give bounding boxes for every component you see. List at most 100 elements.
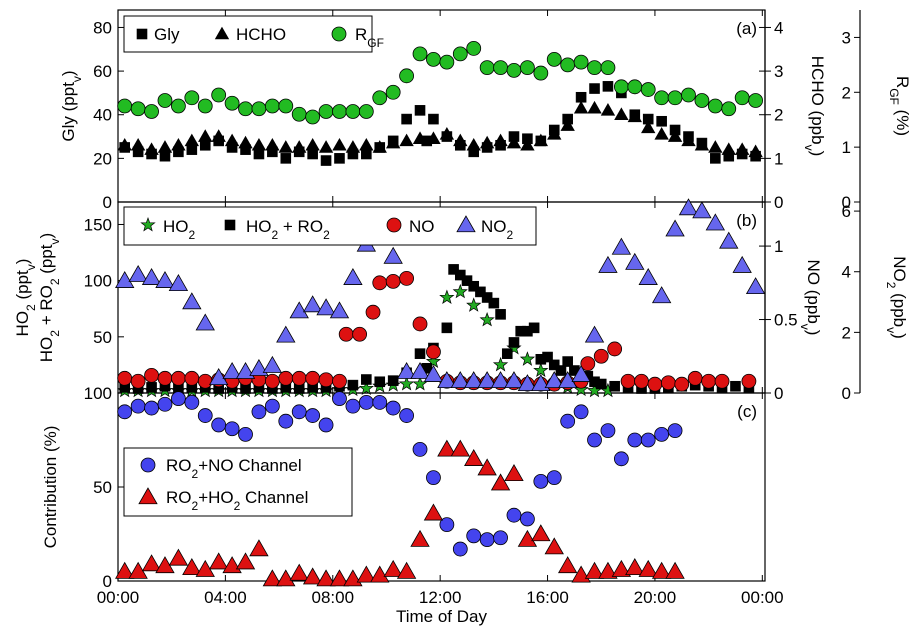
data-point — [544, 371, 564, 389]
data-point — [361, 374, 372, 385]
y-axis-title-right1-text: HCHO (ppbv) — [802, 56, 827, 156]
data-point — [251, 137, 267, 151]
data-point — [291, 106, 307, 122]
y-tick-label-left: 100 — [84, 384, 112, 403]
data-point — [461, 275, 473, 286]
y-tick-label-right1: 1 — [774, 237, 783, 256]
data-point — [437, 439, 457, 457]
data-point — [224, 421, 240, 437]
data-point — [426, 131, 441, 145]
data-point — [399, 408, 414, 423]
legend-label: Gly — [154, 25, 180, 44]
data-point — [593, 348, 609, 364]
data-point — [171, 370, 186, 386]
data-point — [208, 552, 229, 570]
data-point — [128, 264, 148, 282]
data-point — [625, 252, 645, 270]
data-point — [694, 93, 710, 108]
data-point — [490, 473, 511, 491]
data-point — [660, 375, 676, 391]
data-point — [401, 113, 412, 125]
data-point — [264, 398, 280, 414]
data-point — [454, 269, 466, 281]
data-point — [667, 423, 683, 439]
data-point — [372, 394, 388, 410]
data-point — [356, 565, 377, 583]
data-point — [305, 137, 320, 151]
y-axis-title-right2: RGF (%) — [887, 76, 912, 136]
legend-marker — [136, 28, 148, 40]
y-tick-label-right2: 4 — [842, 263, 851, 282]
legend-label: NO — [409, 217, 435, 236]
data-point — [620, 373, 636, 389]
data-point — [560, 413, 576, 429]
data-point — [171, 391, 186, 407]
data-point — [555, 365, 567, 376]
data-point — [533, 362, 549, 378]
y-tick-label-right2: 1 — [842, 138, 851, 157]
data-point — [171, 137, 186, 151]
data-point — [198, 129, 213, 142]
data-point — [681, 133, 696, 147]
data-point — [647, 376, 663, 392]
data-point — [481, 292, 493, 303]
data-point — [533, 65, 549, 81]
data-point — [316, 569, 336, 587]
data-point — [345, 398, 361, 414]
data-point — [302, 295, 323, 313]
data-point — [506, 507, 522, 523]
data-point — [598, 255, 618, 273]
data-point — [453, 133, 468, 147]
y-tick-label-left: 80 — [93, 18, 112, 37]
data-point — [519, 351, 536, 366]
data-point — [654, 426, 670, 442]
data-point — [264, 98, 280, 114]
data-point — [707, 98, 723, 114]
data-point — [667, 90, 683, 106]
data-point — [182, 292, 202, 310]
y-tick-label-left: 50 — [93, 328, 112, 347]
panel-label: (c) — [737, 402, 757, 421]
data-point — [488, 297, 500, 309]
y-tick-label-right1: 2 — [774, 106, 783, 125]
y-axis-title-left-text: Contribution (%) — [41, 426, 60, 549]
data-point — [426, 470, 441, 486]
data-point — [441, 322, 453, 334]
data-point — [208, 368, 229, 385]
data-point — [748, 93, 764, 108]
data-point — [428, 113, 439, 125]
data-point — [144, 104, 159, 119]
data-point — [318, 417, 334, 433]
data-point — [674, 376, 690, 392]
data-point — [318, 104, 334, 119]
y-tick-label-right1: 0 — [774, 384, 783, 403]
data-point — [573, 100, 589, 114]
data-point — [262, 569, 283, 587]
data-point — [745, 277, 766, 295]
data-point — [385, 400, 401, 416]
data-point — [667, 129, 683, 142]
data-point — [195, 313, 215, 331]
data-point — [665, 219, 685, 237]
data-point — [520, 137, 535, 151]
data-point — [329, 569, 350, 587]
data-point — [141, 554, 162, 572]
legend-marker — [386, 217, 402, 233]
x-tick-label: 08:00 — [311, 588, 354, 607]
data-point — [708, 140, 723, 153]
data-point — [638, 267, 658, 285]
y-tick-label-right2: 6 — [842, 202, 851, 221]
data-point — [495, 309, 506, 320]
data-point — [710, 153, 721, 164]
data-point — [235, 361, 256, 379]
data-point — [117, 137, 132, 151]
y-tick-label-left: 100 — [84, 272, 112, 291]
legend-label: RGF — [355, 25, 384, 50]
data-point — [144, 367, 159, 383]
data-point — [345, 104, 361, 119]
data-point — [587, 100, 602, 114]
data-point — [168, 548, 189, 566]
data-point — [171, 98, 186, 114]
data-point — [560, 118, 575, 131]
y-axis-title-left-2: HO2 + RO2 (pptv) — [37, 233, 62, 362]
